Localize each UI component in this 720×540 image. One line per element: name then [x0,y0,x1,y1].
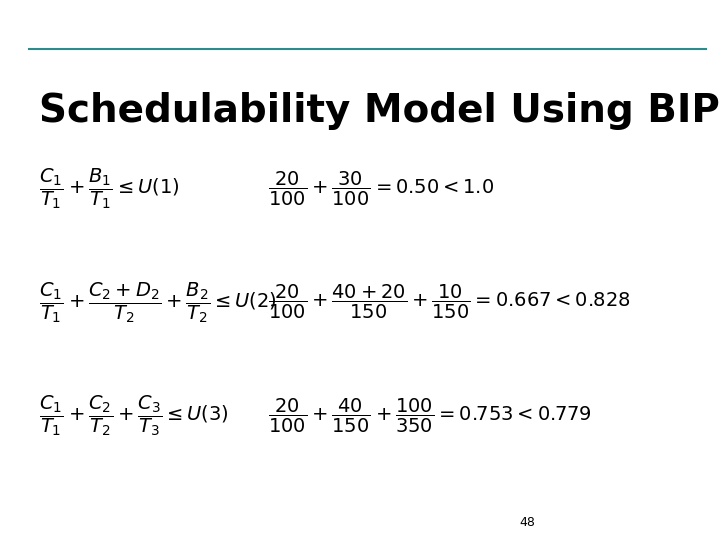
Text: $\dfrac{20}{100}+\dfrac{30}{100}=0.50<1.0$: $\dfrac{20}{100}+\dfrac{30}{100}=0.50<1.… [268,170,494,208]
Text: $\dfrac{C_1}{T_1}+\dfrac{B_1}{T_1}\leq U(1)$: $\dfrac{C_1}{T_1}+\dfrac{B_1}{T_1}\leq U… [39,167,179,211]
Text: 48: 48 [520,516,536,529]
Text: $\dfrac{C_1}{T_1}+\dfrac{C_2}{T_2}+\dfrac{C_3}{T_3}\leq U(3)$: $\dfrac{C_1}{T_1}+\dfrac{C_2}{T_2}+\dfra… [39,394,229,438]
Text: $\dfrac{20}{100}+\dfrac{40+20}{150}+\dfrac{10}{150}=0.667<0.828$: $\dfrac{20}{100}+\dfrac{40+20}{150}+\dfr… [268,284,631,321]
Text: $\dfrac{20}{100}+\dfrac{40}{150}+\dfrac{100}{350}=0.753<0.779$: $\dfrac{20}{100}+\dfrac{40}{150}+\dfrac{… [268,397,591,435]
Text: $\dfrac{C_1}{T_1}+\dfrac{C_2+D_2}{T_2}+\dfrac{B_2}{T_2}\leq U(2)$: $\dfrac{C_1}{T_1}+\dfrac{C_2+D_2}{T_2}+\… [39,280,277,325]
Text: Schedulability Model Using BIP: Schedulability Model Using BIP [39,92,720,130]
